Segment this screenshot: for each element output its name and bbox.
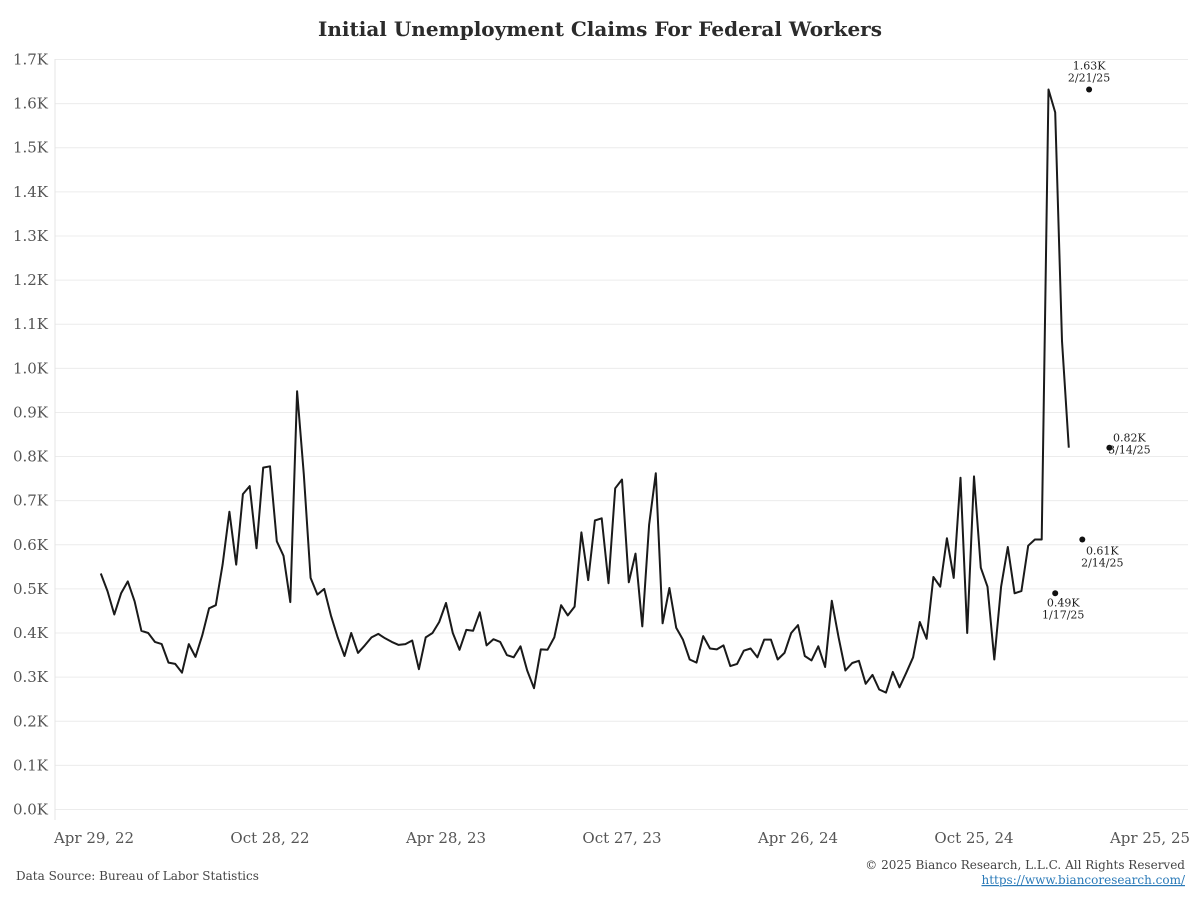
- annotation-marker: [1079, 536, 1086, 543]
- y-tick-label: 1.6K: [13, 95, 49, 113]
- y-tick-label: 0.8K: [13, 448, 49, 466]
- y-tick-label: 0.5K: [13, 580, 49, 598]
- x-tick-label: Apr 25, 25: [1109, 829, 1190, 847]
- y-tick-label: 1.0K: [13, 359, 49, 377]
- series-layer: [99, 88, 1070, 694]
- annotation-marker: [1052, 590, 1059, 597]
- y-axis: 0.0K 0.1K 0.2K 0.3K 0.4K 0.5K 0.6K 0.7K 0.8K 0.9K…: [13, 51, 56, 820]
- annotation-value: 0.82K: [1113, 432, 1146, 445]
- series-line: [99, 88, 1070, 694]
- x-tick-label: Oct 28, 22: [230, 829, 309, 847]
- y-tick-label: 0.6K: [13, 536, 49, 554]
- copyright-notice: © 2025 Bianco Research, L.L.C. All Right…: [865, 858, 1185, 872]
- y-tick-label: 0.9K: [13, 403, 49, 421]
- annotation-date: 3/14/25: [1108, 444, 1150, 457]
- y-tick-label: 0.4K: [13, 624, 49, 642]
- y-tick-label: 0.3K: [13, 668, 49, 686]
- y-tick-label: 0.7K: [13, 492, 49, 510]
- x-tick-label: Apr 29, 22: [53, 829, 134, 847]
- annotation-date: 1/17/25: [1042, 608, 1084, 621]
- annotation-value: 0.49K: [1047, 596, 1080, 609]
- y-tick-label: 1.2K: [13, 271, 49, 289]
- x-tick-label: Oct 25, 24: [934, 829, 1013, 847]
- y-tick-label: 1.7K: [13, 51, 49, 69]
- x-tick-label: Apr 28, 23: [405, 829, 486, 847]
- gridlines: [55, 59, 1188, 810]
- annotation-date: 2/14/25: [1081, 557, 1123, 570]
- annotation-date: 2/21/25: [1068, 72, 1110, 85]
- annotation-value: 0.61K: [1086, 545, 1119, 558]
- x-tick-label: Apr 26, 24: [757, 829, 838, 847]
- annotation-value: 1.63K: [1073, 60, 1106, 73]
- website-link[interactable]: https://www.biancoresearch.com/: [981, 873, 1185, 887]
- y-tick-label: 1.3K: [13, 227, 49, 245]
- annotation-marker: [1086, 86, 1093, 93]
- y-tick-label: 1.4K: [13, 183, 49, 201]
- x-axis: Apr 29, 22 Oct 28, 22 Apr 28, 23 Oct 27, 23…: [53, 829, 1190, 847]
- annotation-marker: [1106, 444, 1113, 451]
- x-tick-label: Oct 27, 23: [582, 829, 661, 847]
- y-tick-label: 1.1K: [13, 315, 49, 333]
- y-tick-label: 0.2K: [13, 712, 49, 730]
- chart-title: Initial Unemployment Claims For Federal …: [318, 17, 882, 41]
- y-tick-label: 0.1K: [13, 756, 49, 774]
- y-tick-label: 0.0K: [13, 801, 49, 819]
- y-tick-label: 1.5K: [13, 139, 49, 157]
- data-source-note: Data Source: Bureau of Labor Statistics: [16, 869, 259, 883]
